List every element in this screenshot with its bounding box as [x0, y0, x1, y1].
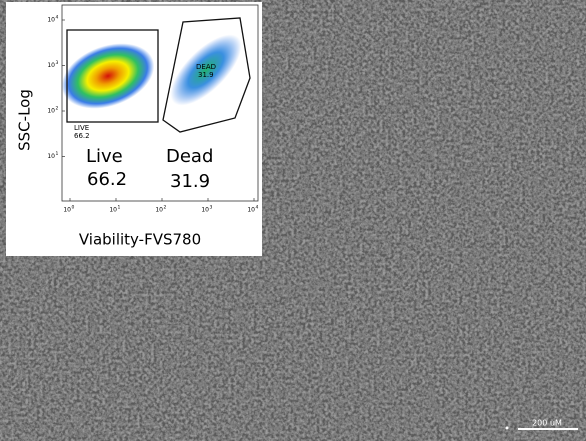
tick-base: 10 — [47, 153, 55, 160]
tick-base: 10 — [155, 207, 163, 214]
dead-label: Dead — [166, 146, 213, 167]
scale-label: 200 uM — [532, 419, 562, 428]
x-axis-label: Viability-FVS780 — [79, 231, 201, 249]
tick-exp: 4 — [256, 205, 259, 211]
dead-value: 31.9 — [170, 171, 210, 192]
tick-exp: 4 — [56, 15, 59, 21]
tick-base: 10 — [47, 62, 55, 69]
tick-base: 10 — [47, 108, 55, 115]
tick-base: 10 — [63, 207, 71, 214]
tick-base: 10 — [247, 207, 255, 214]
micrograph-figure: 200 uM LIVE 66.2 DEAD 31.9 Live 66.2 Dea… — [0, 0, 586, 441]
flow-inset: LIVE 66.2 DEAD 31.9 Live 66.2 Dead 31.9 … — [6, 2, 262, 256]
tick-exp: 0 — [72, 205, 75, 211]
tick-exp: 1 — [56, 151, 59, 157]
tick-base: 10 — [47, 17, 55, 24]
live-label: Live — [86, 146, 123, 167]
tick-exp: 2 — [56, 106, 59, 112]
tick-base: 10 — [109, 207, 117, 214]
dead-gate-value: 31.9 — [198, 71, 214, 79]
live-value: 66.2 — [87, 169, 127, 190]
dead-gate-name: DEAD — [196, 63, 216, 71]
scale-dot — [506, 427, 509, 430]
tick-exp: 1 — [118, 205, 121, 211]
live-gate-name: LIVE — [74, 124, 89, 132]
tick-exp: 3 — [56, 60, 59, 66]
tick-base: 10 — [201, 207, 209, 214]
y-axis-label: SSC-Log — [16, 89, 34, 151]
tick-exp: 2 — [164, 205, 167, 211]
live-gate-value: 66.2 — [74, 132, 90, 140]
tick-exp: 3 — [210, 205, 213, 211]
